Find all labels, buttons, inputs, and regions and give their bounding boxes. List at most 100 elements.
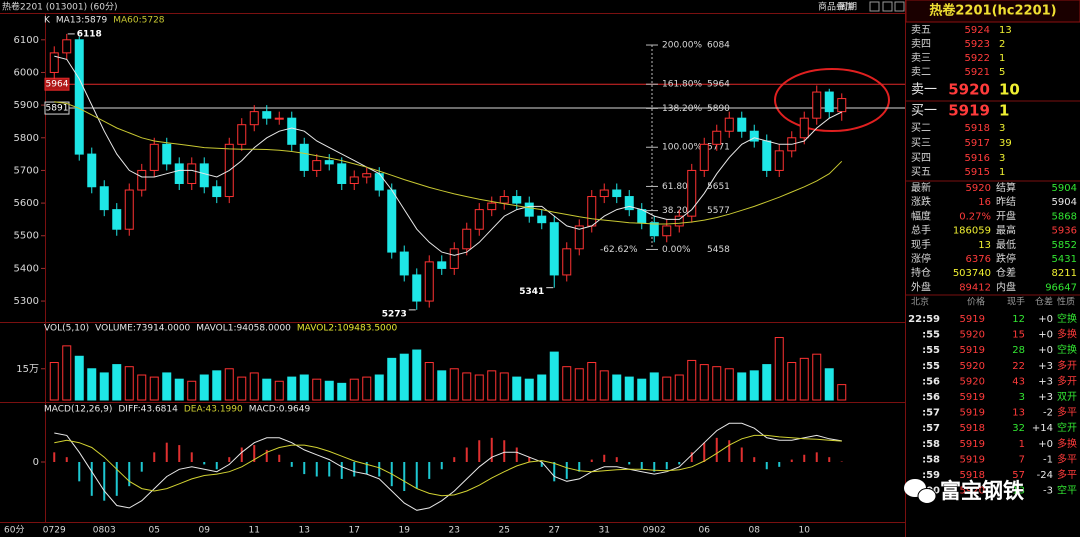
legend-item: MAVOL1:94058.0000	[196, 324, 291, 334]
fib-level-value: 5458	[707, 245, 730, 255]
trade-cell: :58	[922, 454, 940, 465]
volume-bar	[487, 370, 497, 401]
trade-cell: 13	[1012, 486, 1025, 497]
trade-cell: 空换	[1057, 343, 1077, 356]
fib-level-label: 61.80%	[662, 182, 697, 192]
trade-cell: :57	[922, 408, 940, 419]
candle-body	[737, 117, 747, 132]
trade-cell: 12	[1012, 314, 1025, 325]
candle-body	[399, 251, 409, 276]
trade-cell: 5920	[960, 486, 985, 497]
candle-body	[749, 130, 759, 142]
stat-label: 仓差	[996, 266, 1016, 279]
trade-cell: -3	[1043, 486, 1053, 497]
candle-body	[312, 160, 322, 171]
trade-cell: 7	[1019, 454, 1025, 465]
volume-bar	[224, 368, 234, 401]
volume-bar	[387, 357, 397, 401]
window-button[interactable]	[894, 1, 905, 12]
y-tick-label: 5400	[14, 263, 39, 274]
volume-bar	[549, 351, 559, 401]
trade-cell: 32	[1012, 423, 1025, 434]
x-tick-label: 0729	[43, 526, 66, 536]
stat-value: 96647	[1045, 282, 1077, 293]
quote-title: 热卷2201(hc2201)	[929, 3, 1056, 19]
volume-bar	[312, 378, 322, 401]
volume-bar	[324, 380, 334, 401]
stat-value: 503740	[953, 268, 991, 279]
stat-label: 幅度	[911, 209, 931, 222]
stat-label: 外盘	[911, 280, 931, 293]
book-volume: 13	[999, 25, 1012, 36]
volume-bar	[687, 359, 697, 401]
price-line-label: 5964	[46, 80, 69, 90]
x-tick-label: 17	[349, 526, 360, 536]
candle-body	[474, 209, 484, 230]
volume-bar	[737, 372, 747, 401]
fib-level-value: 5964	[707, 80, 730, 90]
legend-item: MACD:0.9649	[249, 405, 311, 415]
x-tick-label: 10	[799, 526, 811, 536]
trade-cell: 5918	[960, 423, 985, 434]
trade-cell: :57	[922, 423, 940, 434]
trade-cell: 多平	[1057, 468, 1077, 481]
y-tick-label: 6100	[14, 35, 39, 46]
logo-bubble	[917, 488, 937, 504]
interval-label: 60分	[4, 525, 24, 536]
stat-value: 5431	[1052, 254, 1077, 265]
volume-bar	[437, 370, 447, 401]
x-tick-label: 06	[699, 526, 711, 536]
trade-cell: :59	[922, 470, 940, 481]
candle-body	[87, 153, 97, 188]
trade-cell: 5919	[960, 408, 985, 419]
candle-body	[724, 117, 734, 132]
trade-cell: :58	[922, 439, 940, 450]
book-volume: 3	[999, 153, 1005, 164]
volume-bar	[74, 355, 84, 401]
volume-bar	[424, 362, 434, 401]
overlay-button[interactable]: 商品叠加	[818, 1, 854, 13]
candle-body	[812, 91, 822, 119]
book-label: 买五	[911, 166, 931, 178]
volume-bar	[174, 378, 184, 401]
trade-cell: +0	[1038, 439, 1053, 450]
fib-level-label: 0.00%	[662, 245, 691, 255]
legend-item: MAVOL2:109483.5000	[297, 324, 398, 334]
volume-bar	[574, 368, 584, 401]
volume-bar	[137, 374, 147, 401]
trade-cell: 28	[1012, 345, 1025, 356]
candle-body	[412, 274, 422, 302]
x-tick-label: 0902	[643, 526, 666, 536]
book-volume: 1	[999, 102, 1009, 120]
candle-body	[824, 91, 834, 113]
candle-body	[199, 163, 209, 188]
volume-bar	[712, 366, 722, 401]
trade-cell: :56	[922, 376, 940, 387]
candle-body	[112, 209, 122, 230]
book-price: 5920	[948, 81, 990, 99]
trade-cell: +0	[1038, 345, 1053, 356]
volume-bar	[124, 366, 134, 401]
legend-item: MACD(12,26,9)	[44, 405, 112, 415]
volume-bar	[274, 380, 284, 401]
trade-cell: 13	[1012, 408, 1025, 419]
volume-bar	[537, 374, 547, 401]
candle-body	[187, 163, 197, 184]
stat-value: 5852	[1052, 240, 1077, 251]
stat-value: 89412	[959, 282, 991, 293]
window-button[interactable]	[869, 1, 880, 12]
fib-level-label: 100.00%	[662, 143, 702, 153]
trade-cell: 3	[1019, 392, 1025, 403]
candle-body	[424, 261, 434, 302]
stat-value: 0.27%	[959, 211, 991, 222]
volume-bar	[287, 376, 297, 401]
period-button[interactable]: 周期	[839, 2, 857, 13]
trade-cell: 15	[1012, 330, 1025, 341]
stat-value: 13	[978, 240, 991, 251]
window-button[interactable]	[882, 1, 893, 12]
stat-value: 5920	[966, 183, 991, 194]
legend-item: DEA:43.1990	[184, 405, 243, 415]
volume-bar	[412, 349, 422, 401]
candle-body	[362, 173, 372, 178]
y-tick-label: 0	[33, 457, 39, 468]
